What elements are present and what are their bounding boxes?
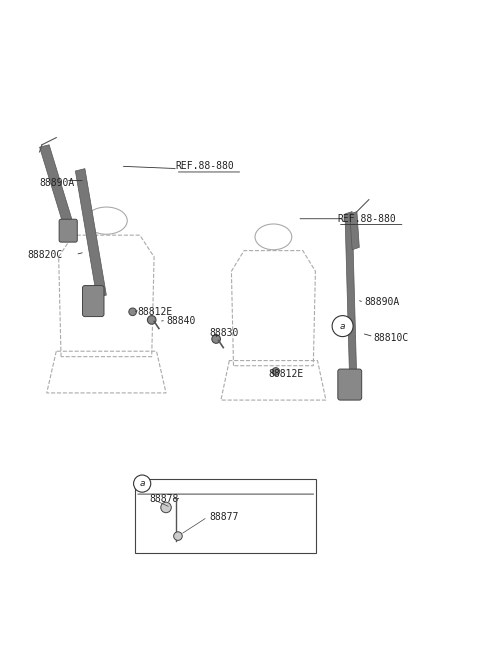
Text: 88890A: 88890A	[39, 178, 75, 188]
FancyBboxPatch shape	[338, 369, 362, 400]
Polygon shape	[350, 212, 360, 250]
Text: 88877: 88877	[209, 512, 239, 522]
Text: 88890A: 88890A	[364, 297, 399, 307]
Ellipse shape	[272, 368, 280, 375]
Bar	[135, 479, 316, 553]
Text: 88820C: 88820C	[28, 250, 63, 260]
Text: REF.88-880: REF.88-880	[338, 214, 396, 224]
Ellipse shape	[212, 334, 220, 344]
Text: 88878: 88878	[149, 494, 179, 504]
Ellipse shape	[174, 532, 182, 541]
Text: REF.88-880: REF.88-880	[176, 161, 234, 171]
Text: a: a	[340, 322, 345, 330]
Polygon shape	[75, 169, 107, 298]
Polygon shape	[345, 212, 357, 386]
Text: 88810C: 88810C	[373, 333, 409, 343]
Text: 88812E: 88812E	[137, 307, 173, 317]
FancyBboxPatch shape	[83, 286, 104, 317]
Ellipse shape	[147, 315, 156, 324]
Text: a: a	[139, 479, 145, 488]
Polygon shape	[39, 145, 75, 233]
Text: 88812E: 88812E	[269, 369, 304, 379]
Text: 88830: 88830	[209, 328, 239, 338]
Circle shape	[133, 475, 151, 492]
Ellipse shape	[161, 502, 171, 512]
Circle shape	[332, 315, 353, 336]
FancyBboxPatch shape	[59, 219, 77, 242]
Text: 88840: 88840	[166, 316, 195, 327]
Ellipse shape	[129, 308, 136, 315]
